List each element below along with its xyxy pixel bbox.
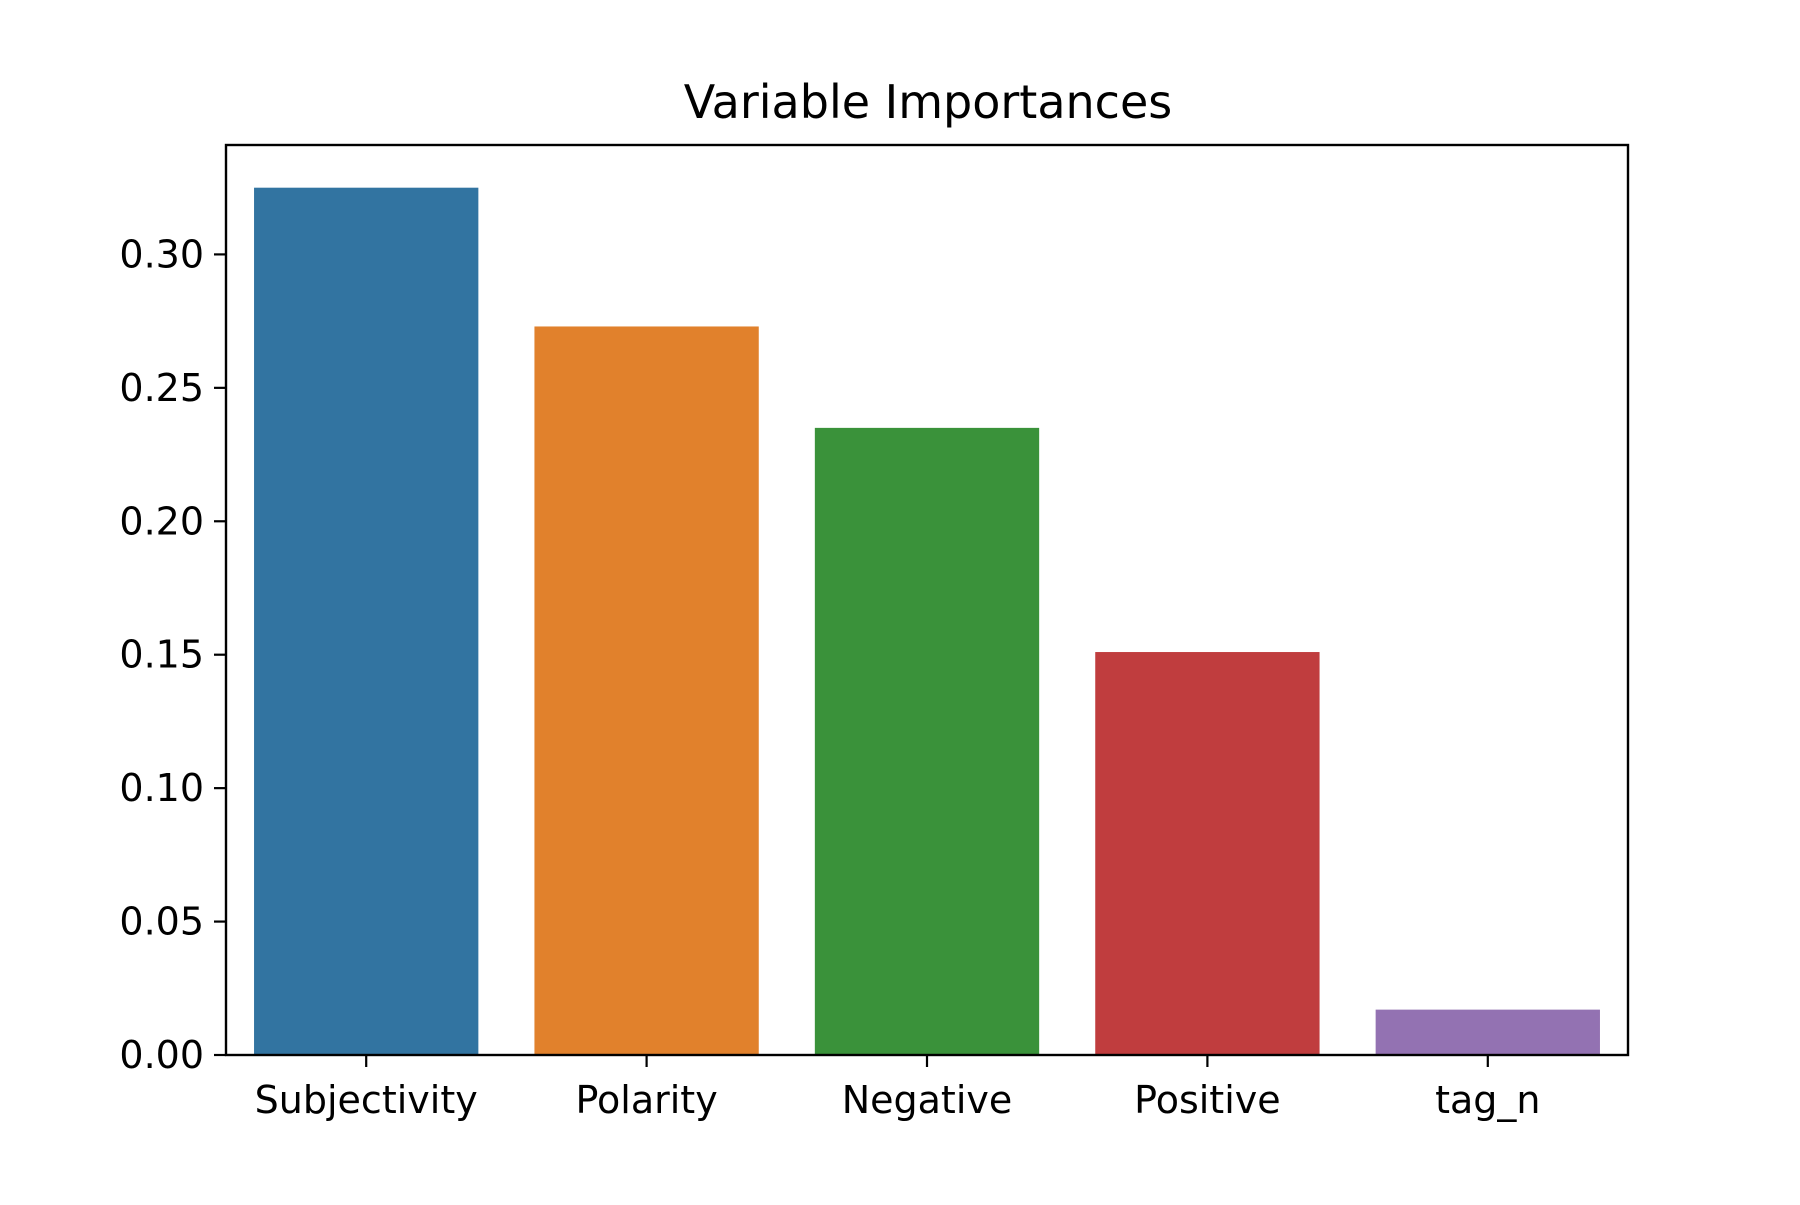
y-tick-label: 0.15 <box>119 633 204 677</box>
bar-positive <box>1095 652 1320 1055</box>
bar-tag-n <box>1375 1009 1600 1055</box>
bar-polarity <box>534 326 759 1055</box>
axes-layer: Subjectivity Polarity Negative Positive tag_… <box>119 143 1630 1122</box>
x-tick-label: Negative <box>842 1078 1013 1122</box>
bar-subjectivity <box>254 187 479 1056</box>
y-tick-label: 0.25 <box>119 366 204 410</box>
y-tick-label: 0.00 <box>119 1033 204 1077</box>
bars-layer <box>254 187 1600 1056</box>
bar-negative <box>814 427 1040 1055</box>
x-tick-label: Polarity <box>575 1078 717 1122</box>
y-tick-label: 0.10 <box>119 766 204 810</box>
chart-title: Variable Importances <box>684 75 1172 129</box>
x-tick-label: Positive <box>1134 1078 1281 1122</box>
x-tick-label: Subjectivity <box>255 1078 478 1122</box>
x-tick-label: tag_n <box>1435 1078 1540 1122</box>
y-tick-label: 0.30 <box>119 232 204 276</box>
y-tick-label: 0.05 <box>119 900 204 944</box>
y-tick-label: 0.20 <box>119 499 204 543</box>
plot-frame <box>224 143 1630 1057</box>
